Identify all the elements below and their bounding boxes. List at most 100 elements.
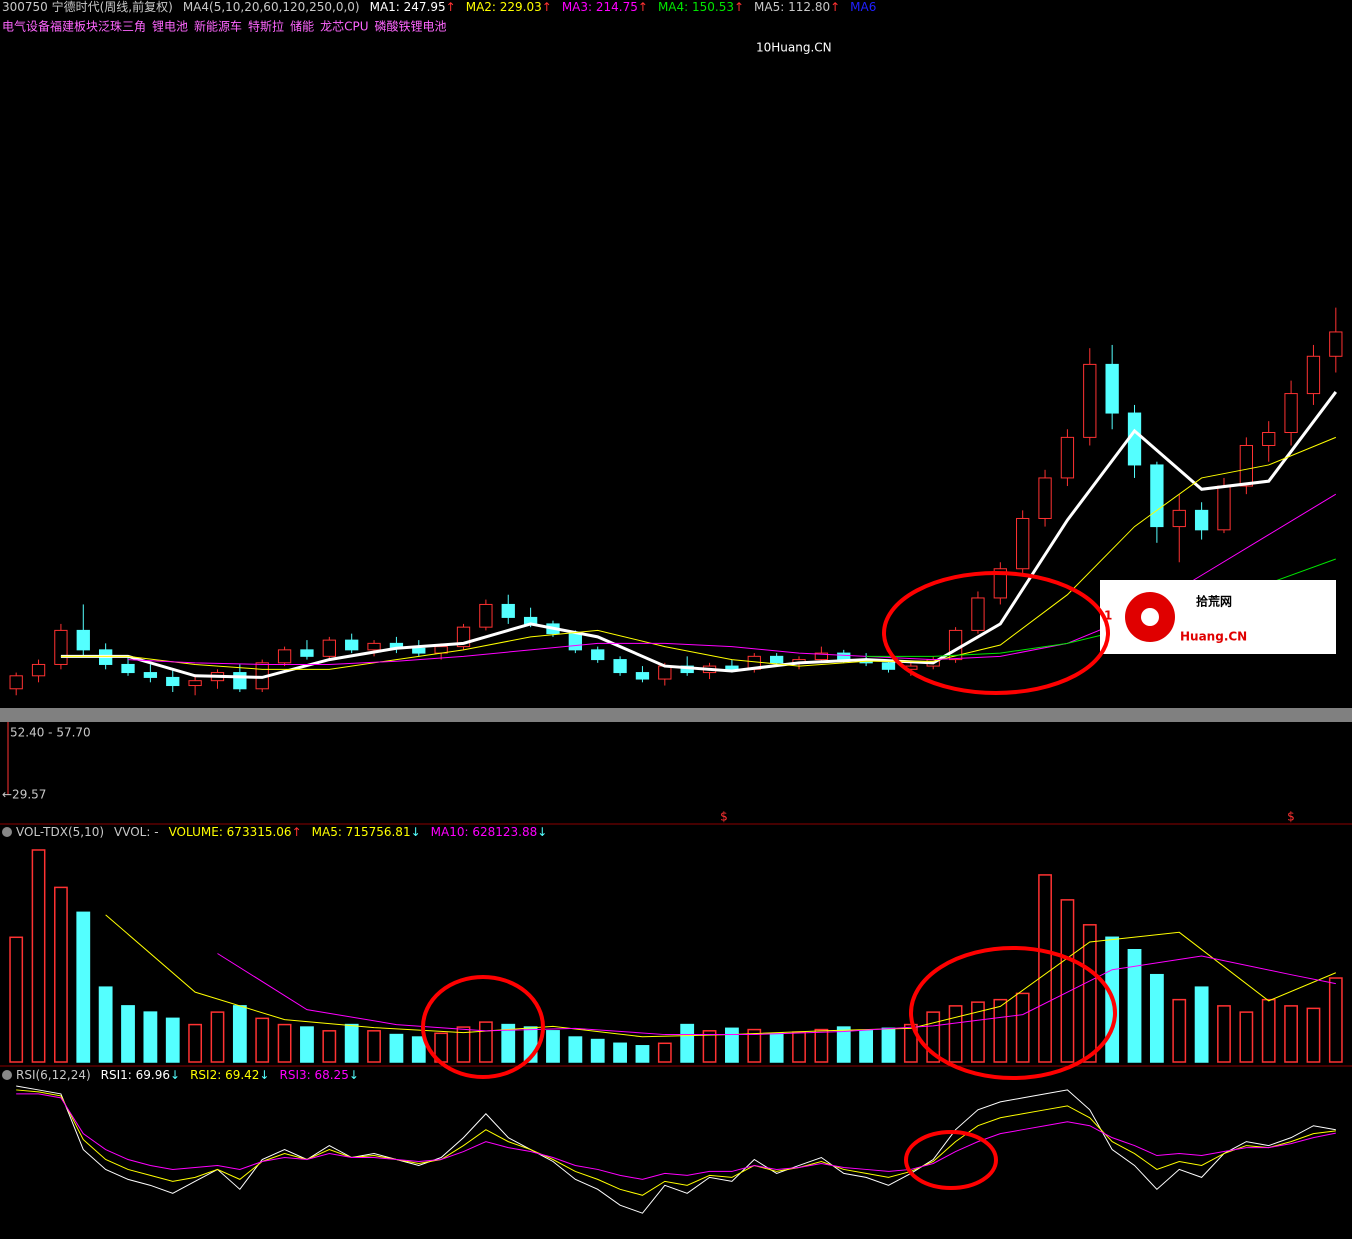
legend-item: RSI1: 69.96↓ (101, 1068, 180, 1082)
volume-bar (993, 998, 1008, 1063)
volume-bar (255, 1017, 270, 1063)
volume-bar (76, 911, 91, 1063)
candle-body (233, 672, 247, 690)
candle-body (658, 665, 672, 680)
tag: 特斯拉 (248, 19, 284, 34)
volume-bar (210, 1011, 225, 1063)
marker: $ (1287, 810, 1295, 824)
legend-text: VOLUME: 673315.06 (169, 825, 292, 839)
marker: $ (720, 810, 728, 824)
candle-body (837, 652, 851, 661)
candle-body (188, 680, 202, 687)
tag: 龙芯CPU (320, 20, 368, 34)
volume-bar (1306, 1007, 1321, 1063)
candle-body (1105, 363, 1119, 414)
logo-sub: Huang.CN (1180, 630, 1247, 644)
rsi-line (16, 1093, 1336, 1180)
volume-bar (1239, 1011, 1254, 1063)
candle-body (1239, 444, 1254, 487)
legend-item: MA6 (850, 0, 876, 14)
legend-item: RSI2: 69.42↓ (190, 1068, 269, 1082)
rsi-line (16, 1085, 1336, 1214)
candle-body (1150, 464, 1164, 528)
legend-text: RSI(6,12,24) (16, 1068, 91, 1082)
candle-body (613, 659, 627, 674)
ma-line (60, 391, 1338, 679)
collapse-icon (2, 827, 12, 837)
volume-ma-line (217, 953, 1336, 1036)
candle-body (1329, 331, 1343, 357)
volume-bar (277, 1023, 292, 1063)
highlight-ellipse (904, 1130, 998, 1190)
watermark: 10Huang.CN (756, 41, 832, 55)
volume-bar (635, 1045, 650, 1063)
candle-body (1016, 517, 1030, 570)
legend-text: VVOL: - (114, 825, 159, 839)
candle-body (769, 655, 784, 664)
tag: 新能源车 (194, 19, 242, 34)
volume-bar (367, 1030, 381, 1063)
candle-body (1262, 432, 1276, 446)
candle-body (1038, 477, 1052, 519)
volume-bar (859, 1030, 874, 1063)
legend-item: MA10: 628123.88↓ (431, 825, 548, 839)
volume-bar (657, 1042, 672, 1063)
volume-bar (456, 1026, 471, 1063)
volume-bar (546, 1030, 560, 1063)
volume-bar (814, 1028, 829, 1063)
candle-body (76, 629, 90, 651)
volume-bar (1261, 998, 1276, 1063)
annotations (421, 571, 1117, 1190)
logo-name: 拾荒网 (1196, 594, 1232, 609)
volume-bar (54, 886, 68, 1063)
candle-body (121, 663, 135, 674)
volume-bar (881, 1027, 896, 1063)
candle-body (412, 647, 426, 654)
candle-body (143, 672, 158, 678)
low-label: ←29.57 (2, 788, 46, 802)
candle-body (591, 649, 605, 661)
volume-bar (143, 1011, 158, 1063)
volume-bar (1149, 973, 1164, 1063)
candle-body (993, 568, 1007, 599)
volume-bar (1015, 992, 1030, 1063)
rsi-line (16, 1089, 1336, 1196)
legend-text: RSI2: 69.42 (190, 1068, 259, 1082)
candle-body (1284, 393, 1298, 434)
candle-body (1060, 436, 1075, 479)
candle-body (1306, 355, 1321, 395)
legend-text: MA10: 628123.88 (431, 825, 538, 839)
volume-bar (188, 1023, 203, 1063)
legend-item: MA3: 214.75↑ (562, 0, 648, 14)
volume-bar (702, 1030, 717, 1063)
legend-item: MA4(5,10,20,60,120,250,0,0) (183, 0, 360, 14)
legend-item: VVOL: - (114, 825, 159, 839)
legend-arrow: ↓ (537, 825, 547, 839)
panel-divider (0, 708, 1352, 722)
highlight-ellipse (909, 946, 1117, 1080)
volume-bar (590, 1038, 605, 1063)
legend-item: MA5: 715756.81↓ (312, 825, 421, 839)
candle-body (277, 649, 292, 664)
candle-body (479, 603, 493, 628)
volume-bar (344, 1023, 359, 1063)
legend-arrow: ↑ (446, 0, 456, 14)
legend-item: MA5: 112.80↑ (754, 0, 840, 14)
legend-item: VOLUME: 673315.06↑ (169, 825, 302, 839)
legend-item: 300750 宁德时代(周线,前复权) (2, 0, 173, 14)
candle-body (725, 665, 739, 670)
legend-item: VOL-TDX(5,10) (16, 825, 104, 839)
logo-gear-hole (1141, 608, 1159, 626)
legend-item: RSI3: 68.25↓ (279, 1068, 358, 1082)
legend-text: VOL-TDX(5,10) (16, 825, 104, 839)
candle-body (568, 633, 583, 651)
candle-body (300, 649, 314, 657)
volume-bar (725, 1027, 739, 1063)
volume-bar (836, 1026, 851, 1063)
legend-text: 300750 宁德时代(周线,前复权) (2, 0, 173, 14)
legend-text: RSI3: 68.25 (279, 1068, 348, 1082)
legend-text: MA1: 247.95 (370, 0, 446, 14)
legend-text: MA5: 112.80 (754, 0, 830, 14)
volume-bar (165, 1017, 180, 1063)
volume-bar (1082, 924, 1097, 1063)
